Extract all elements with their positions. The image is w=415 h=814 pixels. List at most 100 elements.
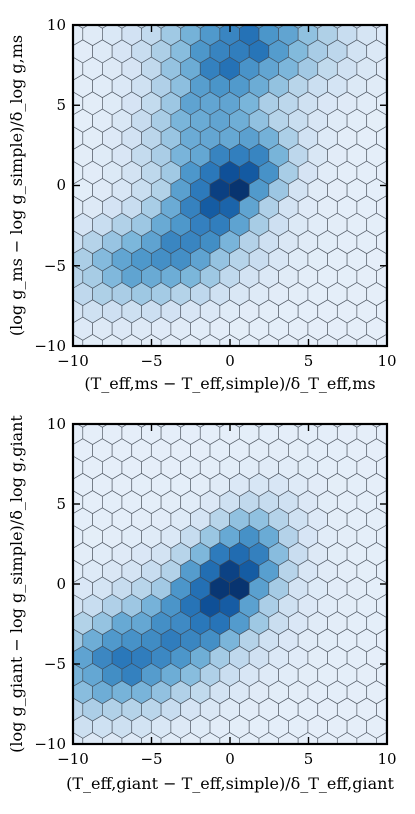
hexbin-cell [269,352,289,375]
hexbin-cell [44,196,64,219]
hexbin-cell [396,334,415,357]
hexbin-cell [396,57,415,80]
x-tick-label: 10 [377,750,396,768]
hexbin-cell [44,698,64,721]
x-axis-label: (T_eff,giant − T_eff,simple)/δ_T_eff,gia… [66,774,394,793]
hexbin-cell [396,491,415,514]
hexbin-cell [385,322,387,336]
x-tick-label: −10 [57,352,89,370]
x-tick-label: −5 [140,352,162,370]
hexbin-cell [385,218,387,232]
hexbin-cell [396,560,415,583]
hexbin-cell [385,720,387,734]
y-axis-label: (log g_giant − log g_simple)/δ_log g,gia… [7,415,26,753]
hexbin-cell [385,581,387,596]
ticks-bottom [72,423,388,745]
y-tick-label: −10 [34,735,66,753]
hexbin-cell [73,45,74,58]
hexbin-cell [396,265,415,288]
hexbin-cell [396,22,415,45]
y-tick-label: −5 [44,257,66,275]
y-tick-label: 10 [47,415,66,433]
hexbin-cell [249,750,269,773]
hexbin-cell [249,352,269,375]
x-tick-label: −10 [57,750,89,768]
hexbin-cell [73,218,74,231]
hexbin-cells-bottom [44,404,415,773]
hexbin-cell [171,750,191,773]
y-tick-label: 5 [56,96,66,114]
hexbin-cell [386,5,406,28]
hexbin-cell [396,126,415,149]
x-tick-label: 0 [225,750,235,768]
hexbin-cell [385,79,387,93]
hexbin-cell [396,594,415,617]
hexbin-cell [385,651,387,665]
hexbin-cell [269,750,289,773]
y-axis-label: (log g_ms − log g_simple)/δ_log g,ms [7,35,26,336]
hexbin-cell [396,161,415,184]
y-tick-label: −5 [44,655,66,673]
chart-bottom: −10 −5 0 5 10 −10 −5 0 5 10 (T_eff,giant… [7,404,415,793]
hexbin-cell [44,300,64,323]
hexbin-cell [73,547,74,561]
hexbin-cell [396,230,415,253]
x-tick-label: −5 [140,750,162,768]
hexbin-cell [347,750,367,773]
hexbin-cell [385,114,387,128]
hexbin-cell [73,149,74,162]
hexbin-cell [396,698,415,721]
hexbin-cell [44,594,64,617]
hexbin-cell [396,92,415,115]
hexbin-cell [385,616,387,630]
y-tick-label: 10 [47,16,66,34]
hexbin-cell [396,663,415,686]
hexbin-cell [112,750,132,773]
hexbin-cell [93,352,113,375]
hexbin-cells-top [44,5,415,375]
hexbin-cell [44,230,64,253]
hexbin-cell [396,456,415,479]
hexbin-cell [386,404,406,427]
hexbin-cell [385,44,387,58]
hexbin-cell [347,352,367,375]
hexbin-cell [44,57,64,80]
hexbin-cell [396,300,415,323]
hexbin-cell [73,444,74,457]
hexbin-cell [385,512,387,526]
x-tick-label: 5 [304,352,314,370]
hexbin-cell [93,750,113,773]
hexbin-cell [385,547,387,561]
hexbin-cell [44,629,64,652]
ticks-top [72,24,388,347]
hexbin-cell [73,685,74,699]
hexbin-cell [73,287,74,301]
x-axis-label: (T_eff,ms − T_eff,simple)/δ_T_eff,ms [84,374,375,393]
hexbin-cell [396,525,415,548]
hexbin-cell [385,443,387,457]
hexbin-cell [385,685,387,699]
chart-top: −10 −5 0 5 10 −10 −5 0 5 10 (T_eff,ms − … [7,5,415,393]
hexbin-cell [396,732,415,755]
hexbin-cell [396,629,415,652]
hexbin-cell [44,126,64,149]
hexbin-cell [385,287,387,301]
hexbin-cell [328,750,348,773]
hexbin-cell [44,456,64,479]
hexbin-cell [190,352,210,375]
x-tick-label: 10 [377,352,396,370]
hexbin-cell [44,525,64,548]
hexbin-cell [385,183,387,197]
hexbin-cell [73,478,74,491]
hexbin-cell [396,421,415,444]
hexbin-cell [385,478,387,492]
y-tick-label: 5 [56,495,66,513]
y-tick-label: 0 [56,575,66,593]
hexbin-cell [385,252,387,266]
x-tick-label: 5 [304,750,314,768]
hexbin-cell [73,616,74,630]
hexbin-cell [171,352,191,375]
hexbin-cell [328,352,348,375]
hexbin-cell [73,79,74,93]
